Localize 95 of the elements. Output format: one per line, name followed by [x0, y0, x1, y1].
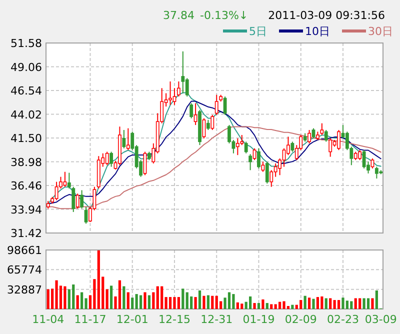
bar	[80, 292, 84, 309]
bar	[371, 298, 374, 309]
bar	[156, 286, 159, 309]
bar	[148, 295, 151, 309]
bar	[211, 296, 214, 309]
bar	[240, 304, 244, 309]
bar	[270, 304, 273, 309]
bar	[164, 297, 168, 309]
bar	[329, 298, 332, 309]
x-tick-label: 02-09	[284, 313, 317, 326]
legend-label: 10日	[305, 25, 330, 38]
bar	[122, 286, 126, 309]
y-tick-label: 44.02	[10, 108, 42, 122]
y-tick-label: 51.58	[10, 37, 42, 50]
y-tick-label: 46.54	[10, 84, 42, 98]
x-tick-label: 01-19	[242, 313, 275, 326]
bar	[135, 294, 138, 309]
x-tick-label: 12-01	[116, 313, 148, 326]
y-tick-label: 65774	[7, 264, 42, 277]
bar	[202, 296, 206, 309]
bar	[312, 298, 315, 309]
bar	[324, 298, 328, 309]
bar	[282, 301, 286, 309]
bar	[118, 280, 122, 309]
bar	[144, 292, 146, 309]
bar	[152, 292, 155, 309]
bar	[168, 297, 172, 309]
bar	[64, 286, 66, 309]
bar	[291, 304, 294, 309]
legend-label: 5日	[249, 25, 267, 38]
legend-label: 30日	[368, 25, 393, 38]
bar	[139, 295, 142, 309]
x-tick-label: 11-17	[74, 313, 106, 326]
bar	[72, 284, 75, 309]
bar	[186, 292, 188, 309]
y-tick-label: 32887	[7, 283, 42, 296]
bar	[342, 298, 344, 309]
bar	[206, 295, 210, 309]
bar	[173, 297, 176, 309]
text: -0.13%↓	[200, 9, 248, 22]
bar	[316, 297, 320, 309]
text: 2011-03-09 09:31:56	[268, 9, 385, 22]
y-tick-label: 38.98	[10, 156, 42, 169]
y-tick-label: 41.50	[10, 132, 42, 145]
bar	[182, 288, 184, 309]
bar	[354, 298, 357, 309]
bar	[300, 300, 302, 309]
bar	[308, 298, 311, 309]
x-tick-label: 03-09	[364, 313, 397, 326]
bar	[274, 304, 277, 309]
bar	[366, 298, 370, 309]
bar	[106, 289, 108, 309]
x-tick-label: 12-15	[158, 313, 190, 326]
x-tick-label: 02-23	[326, 313, 359, 326]
bar	[215, 296, 218, 309]
bar	[350, 301, 353, 309]
x-tick-label: 12-31	[200, 313, 233, 326]
bar	[190, 296, 193, 309]
bar	[131, 298, 134, 309]
bar	[177, 297, 180, 309]
y-tick-label: 36.46	[10, 180, 42, 192]
bar	[97, 250, 100, 309]
bar	[362, 298, 366, 309]
bar	[262, 299, 264, 309]
y-tick-label: 31.42	[10, 227, 42, 240]
bar	[160, 286, 164, 309]
bar	[358, 298, 362, 309]
bar	[278, 302, 282, 309]
y-tick-label: 49.06	[10, 60, 42, 74]
line-series	[48, 126, 382, 210]
text: 37.84	[163, 9, 194, 22]
bar	[333, 300, 336, 309]
bar	[320, 296, 324, 309]
bar	[232, 294, 235, 309]
y-tick-label: 33.94	[10, 203, 42, 216]
y-tick-label: 98661	[7, 244, 42, 257]
x-tick-label: 11-04	[32, 313, 64, 326]
bar	[76, 295, 79, 309]
bar	[304, 296, 306, 309]
bar	[110, 286, 113, 309]
bar	[346, 300, 348, 309]
bar	[46, 289, 50, 309]
bar	[375, 290, 378, 309]
bar	[253, 303, 256, 309]
bar	[55, 280, 58, 309]
bar	[93, 279, 96, 309]
bar	[228, 292, 231, 309]
bar	[266, 303, 268, 309]
bar	[236, 302, 239, 309]
bar	[337, 300, 340, 309]
bar	[194, 297, 197, 309]
bar	[257, 303, 260, 309]
bar	[126, 292, 130, 309]
bar	[249, 296, 252, 309]
bar	[198, 290, 202, 309]
